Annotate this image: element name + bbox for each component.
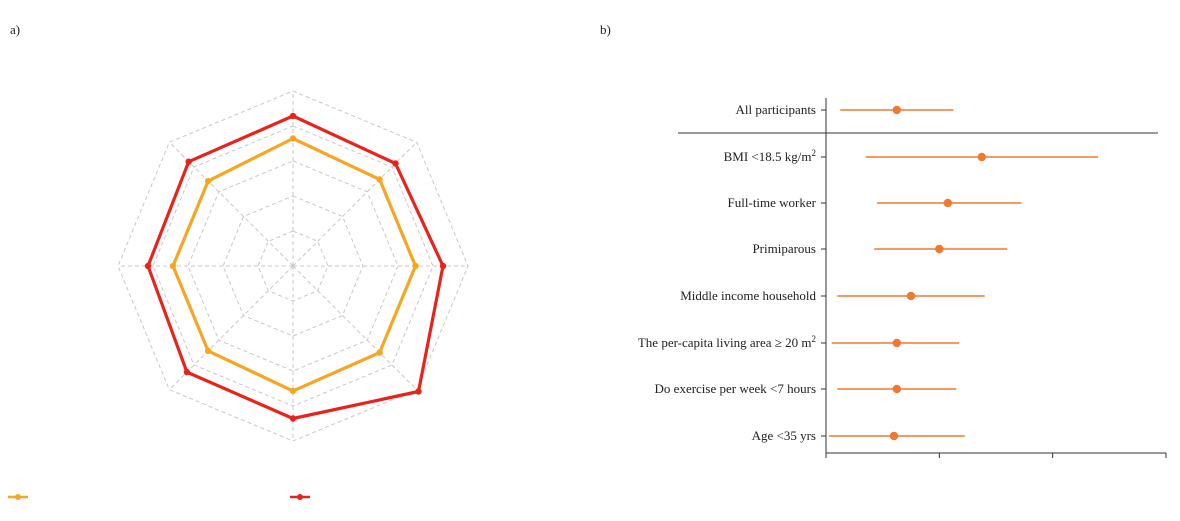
radar-point-before-physical-exercise bbox=[204, 177, 212, 185]
radar-point-before-occupation bbox=[169, 262, 177, 270]
row-label-primiparous: Primiparous bbox=[752, 241, 816, 256]
radar-point-after-physical-exercise bbox=[185, 158, 192, 165]
estimate-point-the-per-capita-living-area-20 bbox=[892, 338, 901, 348]
panel-label-a: a) bbox=[10, 22, 20, 37]
radar-grid-ring-2 bbox=[222, 195, 364, 337]
row-label-age-35-yrs: Age <35 yrs bbox=[752, 428, 816, 443]
estimate-point-age-35-yrs bbox=[889, 431, 899, 441]
radar-series-group bbox=[144, 112, 447, 422]
row-label-superscript-the-per-capita-living-area-20: 2 bbox=[812, 334, 817, 344]
radar-spoke-annual-household-income bbox=[168, 265, 294, 391]
radar-point-after-annual-household-income bbox=[183, 368, 191, 376]
row-label-bmi-18-5: BMI <18.5 kg/m2 bbox=[724, 148, 816, 164]
row-label-full-time-worker: Full-time worker bbox=[728, 195, 817, 210]
estimate-point-full-time-worker bbox=[943, 198, 952, 208]
estimate-point-primiparous bbox=[935, 244, 944, 254]
radar-point-before-age bbox=[376, 176, 383, 183]
panel-label-b: b) bbox=[600, 22, 611, 37]
row-label-the-per-capita-living-area-20: The per-capita living area ≥ 20 m2 bbox=[638, 334, 816, 350]
radar-spoke-pregestational-bmi bbox=[292, 265, 418, 391]
radar-spoke-age bbox=[292, 141, 418, 267]
row-label-superscript-bmi-18-5: 2 bbox=[812, 148, 817, 158]
radar-point-after-pregestational-bmi bbox=[415, 388, 422, 395]
legend-marker-before bbox=[15, 494, 21, 500]
forest-plot-panel: b) All participants BMI <18.5 kg/m2 Full-t… bbox=[580, 0, 1180, 516]
legend-marker-after bbox=[297, 494, 303, 500]
radar-spoke-physical-exercise bbox=[168, 141, 294, 267]
row-label-all-participants: All participants bbox=[735, 102, 816, 117]
radar-point-after-all-participants bbox=[289, 112, 297, 120]
estimate-point-all-participants bbox=[892, 105, 901, 115]
row-label-text-bmi-18-5: BMI <18.5 kg/m bbox=[724, 149, 812, 164]
radar-grid-ring-3 bbox=[187, 160, 399, 372]
estimate-point-bmi-18-5 bbox=[977, 152, 986, 162]
radar-series-line-after bbox=[146, 114, 445, 421]
row-label-do-exercise-per-week-7-hours: Do exercise per week <7 hours bbox=[655, 381, 816, 396]
radar-point-after-age bbox=[392, 160, 399, 167]
radar-point-before-annual-household-income bbox=[204, 347, 212, 355]
radar-point-after-occupation bbox=[144, 262, 152, 270]
estimate-point-middle-income-household bbox=[906, 291, 916, 301]
row-label-text-the-per-capita-living-area-20: The per-capita living area ≥ 20 m bbox=[638, 335, 812, 350]
radar-point-after-parity bbox=[439, 262, 447, 270]
estimate-point-do-exercise-per-week-7-hours bbox=[892, 384, 901, 394]
radar-grid bbox=[117, 90, 469, 442]
row-label-middle-income-household: Middle income household bbox=[680, 288, 816, 303]
radar-point-before-all-participants bbox=[289, 135, 297, 142]
radar-chart-panel: a) bbox=[0, 0, 580, 516]
radar-point-after-per-capita-living-area bbox=[289, 415, 297, 422]
radar-grid-ring-5 bbox=[117, 90, 469, 442]
legend bbox=[8, 494, 310, 500]
x-axis bbox=[825, 98, 1167, 458]
radar-chart: a) bbox=[8, 22, 469, 500]
radar-point-before-pregestational-bmi bbox=[376, 349, 383, 356]
radar-point-before-parity bbox=[412, 262, 419, 270]
radar-point-before-per-capita-living-area bbox=[289, 387, 297, 395]
